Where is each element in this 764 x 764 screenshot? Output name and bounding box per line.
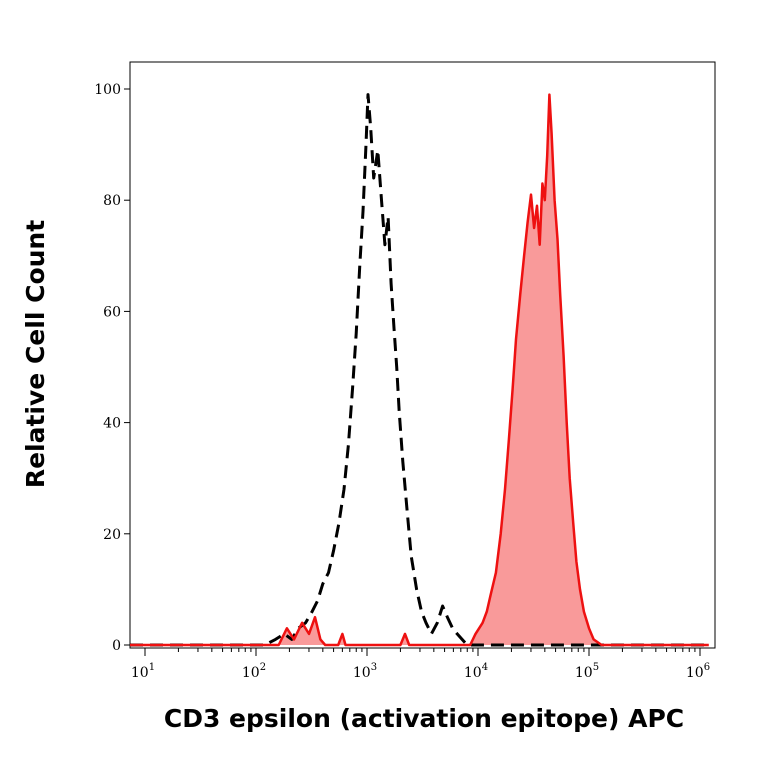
x-tick-label: 104 [464, 662, 488, 681]
y-tick-label: 80 [103, 193, 121, 209]
y-tick-label: 20 [103, 527, 121, 543]
x-axis-title: CD3 epsilon (activation epitope) APC [164, 704, 684, 733]
y-tick-label: 60 [103, 304, 121, 320]
sample-histogram-line [130, 93, 709, 647]
x-tick-label: 103 [353, 662, 377, 681]
sample-histogram-fill [130, 94, 709, 646]
y-tick-label: 40 [103, 416, 121, 432]
x-tick-label: 106 [686, 662, 710, 681]
x-axis: 101 102 103 104 105 106 [131, 648, 710, 681]
y-axis-title: Relative Cell Count [21, 220, 50, 488]
plot-frame [129, 61, 716, 649]
control-histogram-line [130, 93, 709, 647]
x-tick-label: 105 [575, 662, 599, 681]
y-axis: 0 20 40 60 80 100 [94, 82, 130, 654]
x-tick-label: 102 [242, 662, 266, 681]
x-tick-label: 101 [131, 662, 155, 681]
y-tick-label: 100 [94, 82, 121, 98]
y-tick-label: 0 [112, 638, 121, 654]
series-layer [130, 93, 709, 647]
